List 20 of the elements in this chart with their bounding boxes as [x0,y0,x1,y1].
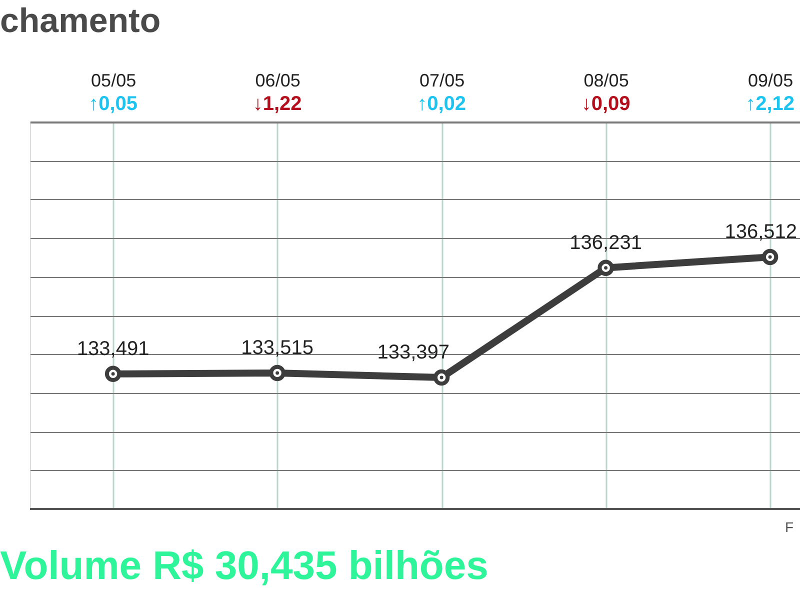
text: ↓0,09 [581,93,630,115]
x-tick-label: 09/05 [748,70,794,90]
text: Volume R$ 30,435 bilhões [0,544,488,588]
x-tick-label: 05/05 [91,70,136,90]
chart-title: chamento [0,2,161,40]
x-tick-label: 06/05 [255,70,300,90]
data-label: 133,515 [241,336,314,359]
x-tick-label: 07/05 [420,70,465,90]
data-label: 136,512 [724,220,798,243]
text: ↑0,05 [88,93,138,115]
text: F [785,519,794,535]
text: ↓1,22 [252,93,302,115]
point [762,248,778,266]
point [269,364,286,382]
x-tick-label: 08/05 [584,70,629,90]
point [104,366,122,382]
text: ↑0,02 [417,93,466,115]
point [598,260,614,276]
point [433,369,450,386]
text: ↑2,12 [746,93,795,115]
